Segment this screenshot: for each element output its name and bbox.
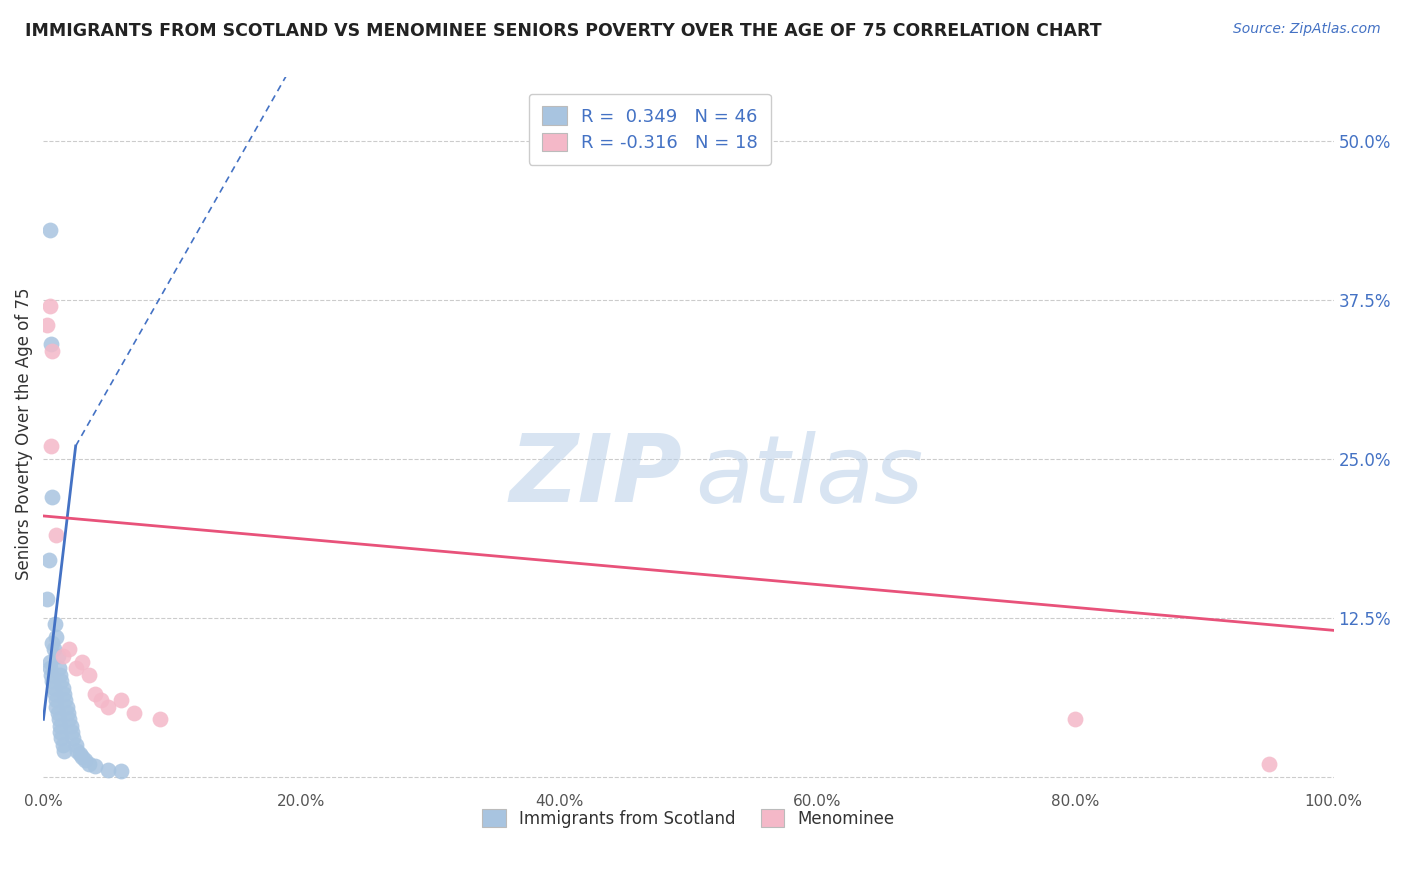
Point [1258, 756, 1281, 771]
Text: ZIP: ZIP [509, 430, 682, 522]
Point [65, 738, 87, 752]
Point [66, 744, 89, 758]
Point [45, 699, 67, 714]
Point [97, 763, 120, 777]
Point [46, 648, 69, 663]
Point [65, 661, 87, 675]
Point [38, 655, 60, 669]
Point [41, 343, 63, 358]
Point [38, 553, 60, 567]
Point [122, 706, 145, 720]
Point [45, 630, 67, 644]
Point [1064, 712, 1087, 726]
Point [110, 764, 132, 779]
Point [41, 636, 63, 650]
Text: IMMIGRANTS FROM SCOTLAND VS MENOMINEE SENIORS POVERTY OVER THE AGE OF 75 CORRELA: IMMIGRANTS FROM SCOTLAND VS MENOMINEE SE… [25, 22, 1102, 40]
Point [45, 693, 67, 707]
Point [77, 756, 100, 771]
Y-axis label: Seniors Poverty Over the Age of 75: Seniors Poverty Over the Age of 75 [15, 287, 32, 580]
Point [97, 699, 120, 714]
Point [51, 731, 73, 746]
Point [62, 731, 84, 746]
Point [90, 693, 112, 707]
Point [55, 699, 77, 714]
Point [42, 642, 65, 657]
Point [84, 687, 107, 701]
Point [39, 668, 62, 682]
Point [41, 674, 63, 689]
Point [73, 753, 96, 767]
Point [42, 681, 65, 695]
Point [46, 706, 69, 720]
Point [52, 681, 75, 695]
Point [77, 668, 100, 682]
Text: atlas: atlas [695, 431, 924, 522]
Point [51, 674, 73, 689]
Point [70, 655, 93, 669]
Point [49, 725, 72, 739]
Point [52, 648, 75, 663]
Point [45, 528, 67, 542]
Point [39, 337, 62, 351]
Point [58, 642, 80, 657]
Point [49, 668, 72, 682]
Point [53, 744, 76, 758]
Legend: Immigrants from Scotland, Menominee: Immigrants from Scotland, Menominee [475, 803, 901, 834]
Point [48, 712, 70, 726]
Point [59, 719, 82, 733]
Point [38, 661, 60, 675]
Point [38, 299, 60, 313]
Point [44, 687, 66, 701]
Point [148, 712, 170, 726]
Point [60, 725, 83, 739]
Point [37, 318, 59, 333]
Point [56, 706, 79, 720]
Point [49, 719, 72, 733]
Point [38, 223, 60, 237]
Point [110, 693, 132, 707]
Text: Source: ZipAtlas.com: Source: ZipAtlas.com [1233, 22, 1381, 37]
Point [69, 747, 91, 761]
Point [84, 759, 107, 773]
Point [70, 750, 93, 764]
Point [37, 591, 59, 606]
Point [53, 693, 76, 707]
Point [58, 712, 80, 726]
Point [52, 738, 75, 752]
Point [48, 661, 70, 675]
Point [41, 490, 63, 504]
Point [44, 617, 66, 632]
Point [53, 687, 76, 701]
Point [39, 439, 62, 453]
